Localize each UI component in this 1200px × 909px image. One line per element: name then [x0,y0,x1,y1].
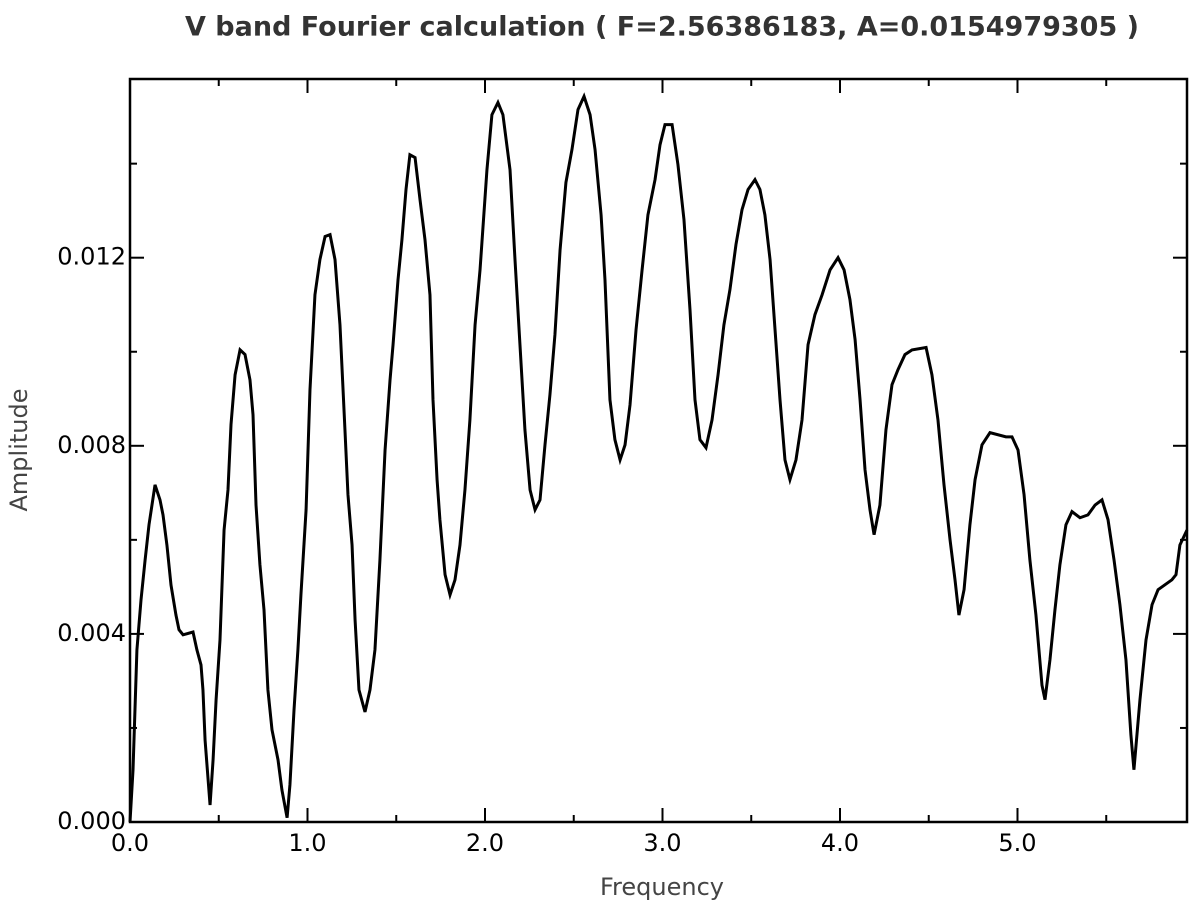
y-tick-label: 0.000 [57,807,126,835]
x-tick-label: 1.0 [288,829,326,857]
data-line [128,92,1189,823]
x-tick-label: 0.0 [111,829,149,857]
x-tick-label: 3.0 [643,829,681,857]
y-tick-label: 0.004 [57,619,126,647]
chart-title: V band Fourier calculation ( F=2.5638618… [185,12,1139,43]
y-axis-label: Amplitude [5,389,33,512]
x-tick-label: 2.0 [466,829,504,857]
x-tick-label: 5.0 [998,829,1036,857]
y-tick-label: 0.012 [57,243,126,271]
x-axis-label: Frequency [600,873,724,901]
plot-frame [128,77,1189,824]
y-tick-label: 0.008 [57,431,126,459]
x-tick-label: 4.0 [821,829,859,857]
